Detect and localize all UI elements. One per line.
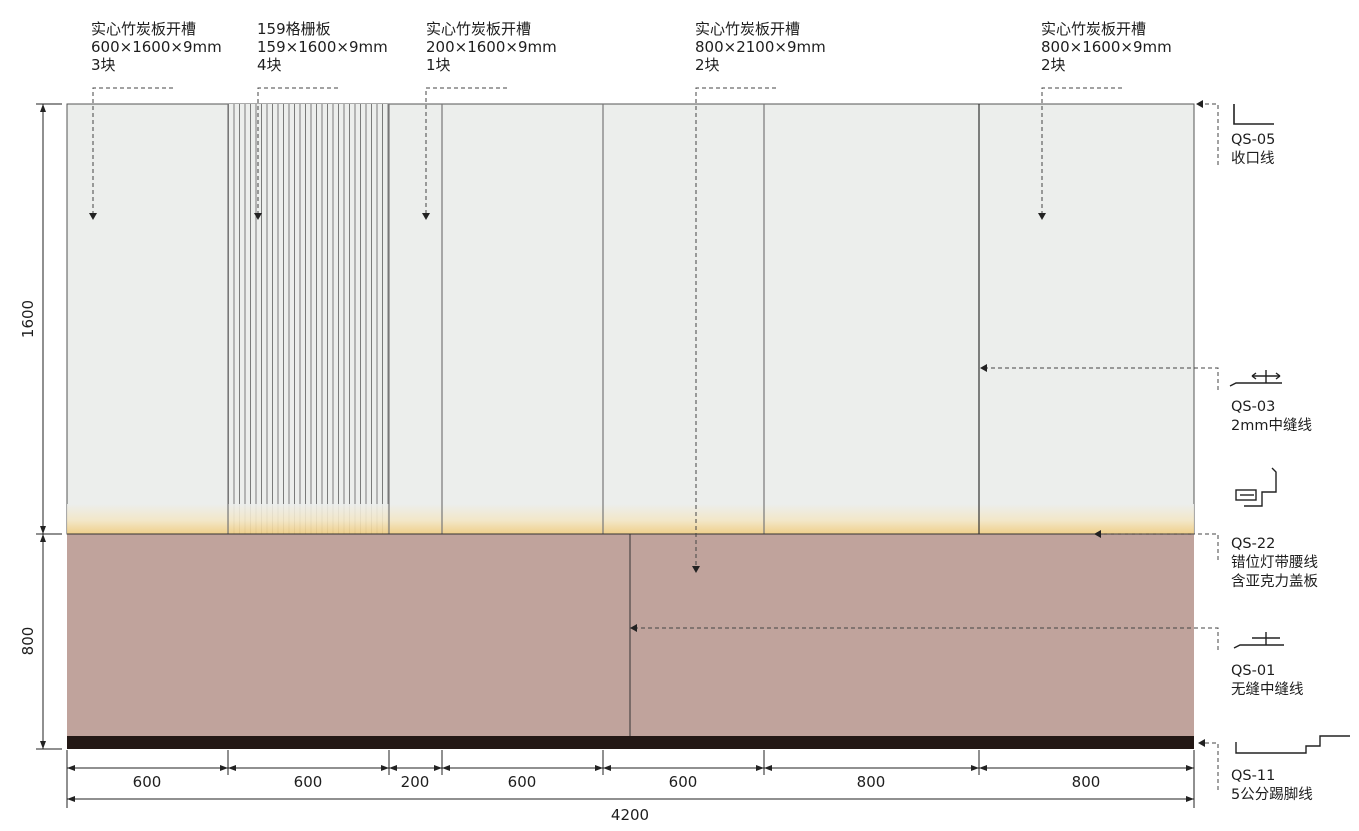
label-qs03: QS-03 2mm中缝线	[1231, 398, 1312, 436]
profile-name: 5公分踢脚线	[1231, 787, 1313, 803]
label-qs22: QS-22 错位灯带腰线 含亚克力盖板	[1231, 535, 1318, 592]
label-spec: 159×1600×9mm	[257, 38, 388, 56]
label-bamboo-800-2100: 实心竹炭板开槽 800×2100×9mm 2块	[695, 20, 826, 74]
dim-segment-1: 600	[132, 773, 162, 791]
skirting-board	[67, 736, 1194, 749]
label-qs11: QS-11 5公分踢脚线	[1231, 767, 1313, 805]
right-leaders	[636, 103, 1219, 790]
dim-segment-7: 800	[1071, 773, 1101, 791]
qs22-profile-icon	[1235, 467, 1277, 507]
height-dimension-line	[36, 103, 62, 750]
label-grille-159: 159格栅板 159×1600×9mm 4块	[257, 20, 388, 74]
profile-code: QS-03	[1231, 399, 1276, 415]
dim-segment-6: 800	[856, 773, 886, 791]
right-leader-heads	[630, 100, 1205, 747]
label-count: 4块	[257, 56, 282, 74]
label-bamboo-800-1600: 实心竹炭板开槽 800×1600×9mm 2块	[1041, 20, 1172, 74]
label-bamboo-600: 实心竹炭板开槽 600×1600×9mm 3块	[91, 20, 222, 74]
profile-code: QS-01	[1231, 663, 1276, 679]
profile-code: QS-22	[1231, 536, 1276, 552]
label-title: 159格栅板	[257, 20, 331, 38]
label-qs01: QS-01 无缝中缝线	[1231, 662, 1304, 700]
dim-total: 4200	[610, 806, 650, 824]
grille-panel	[228, 104, 389, 534]
label-spec: 600×1600×9mm	[91, 38, 222, 56]
profile-name: 无缝中缝线	[1231, 682, 1304, 698]
top-leaders	[92, 87, 1122, 566]
dim-segment-3: 200	[400, 773, 430, 791]
qs03-profile-icon	[1229, 370, 1282, 387]
total-dimension-line	[67, 796, 1194, 802]
label-count: 1块	[426, 56, 451, 74]
label-title: 实心竹炭板开槽	[695, 20, 801, 38]
label-count: 2块	[1041, 56, 1066, 74]
segment-dimension-line	[66, 750, 1195, 808]
upper-panel-seams	[227, 104, 980, 534]
label-spec: 800×1600×9mm	[1041, 38, 1172, 56]
dim-segment-2: 600	[293, 773, 323, 791]
segment-dimension-ticks	[67, 765, 1194, 771]
label-spec: 200×1600×9mm	[426, 38, 557, 56]
profile-name: 错位灯带腰线	[1231, 555, 1318, 571]
qs11-profile-icon	[1235, 735, 1350, 754]
profile-code: QS-11	[1231, 768, 1276, 784]
qs01-profile-icon	[1233, 632, 1284, 649]
profile-name-2: 含亚克力盖板	[1231, 574, 1318, 590]
profile-name: 2mm中缝线	[1231, 418, 1312, 434]
dim-segment-5: 600	[668, 773, 698, 791]
label-title: 实心竹炭板开槽	[1041, 20, 1147, 38]
dim-segment-4: 600	[507, 773, 537, 791]
label-title: 实心竹炭板开槽	[426, 20, 532, 38]
label-count: 3块	[91, 56, 116, 74]
label-qs05: QS-05 收口线	[1231, 131, 1275, 169]
label-bamboo-200: 实心竹炭板开槽 200×1600×9mm 1块	[426, 20, 557, 74]
dim-lower-height: 800	[19, 626, 37, 656]
profile-code: QS-05	[1231, 132, 1276, 148]
light-strip-glow	[67, 504, 1194, 534]
dim-upper-height: 1600	[19, 299, 37, 339]
top-leader-heads	[89, 213, 1046, 573]
label-title: 实心竹炭板开槽	[91, 20, 197, 38]
profile-name: 收口线	[1231, 151, 1275, 167]
label-spec: 800×2100×9mm	[695, 38, 826, 56]
qs05-profile-icon	[1233, 104, 1274, 125]
label-count: 2块	[695, 56, 720, 74]
height-dimension-ticks	[40, 104, 46, 749]
